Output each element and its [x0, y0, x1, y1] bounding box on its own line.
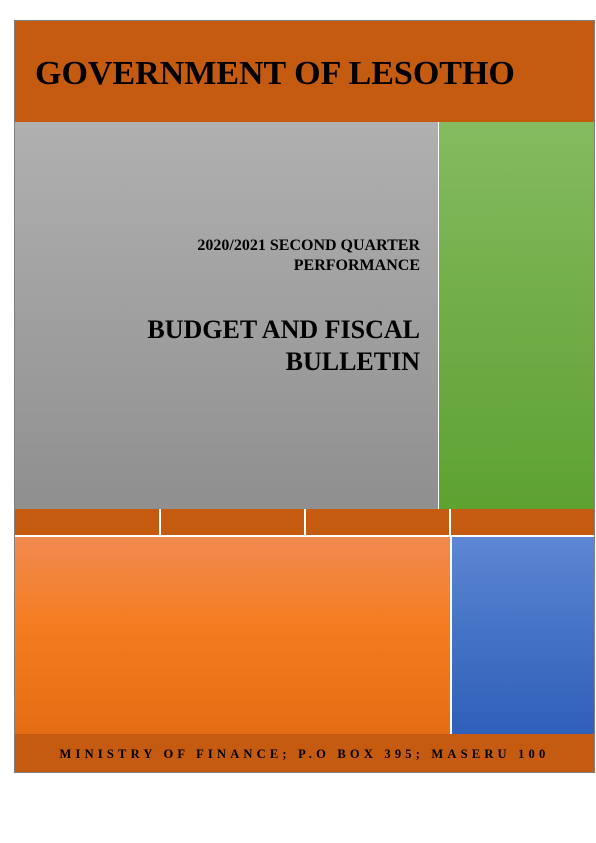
title-panel: 2020/2021 SECOND QUARTER PERFORMANCE BUD… — [15, 122, 438, 509]
title-line-2: BULLETIN — [285, 347, 420, 376]
strip-cell — [15, 509, 159, 535]
government-title: GOVERNMENT OF LESOTHO — [35, 55, 515, 92]
ministry-address: MINISTRY OF FINANCE; P.O BOX 395; MASERU… — [59, 746, 550, 761]
subtitle-line-2: PERFORMANCE — [293, 257, 420, 274]
title-line-1: BUDGET AND FISCAL — [147, 315, 420, 344]
divider-strip — [15, 509, 594, 535]
report-title: BUDGET AND FISCAL BULLETIN — [147, 314, 420, 378]
subtitle-line-1: 2020/2021 SECOND QUARTER — [197, 237, 420, 254]
report-cover: GOVERNMENT OF LESOTHO 2020/2021 SECOND Q… — [14, 20, 595, 773]
report-subtitle: 2020/2021 SECOND QUARTER PERFORMANCE — [197, 236, 420, 276]
strip-cell — [161, 509, 304, 535]
blue-accent-panel — [452, 537, 594, 734]
green-accent-panel — [439, 122, 594, 509]
orange-accent-panel — [15, 537, 450, 734]
footer-band: MINISTRY OF FINANCE; P.O BOX 395; MASERU… — [15, 734, 594, 772]
header-band: GOVERNMENT OF LESOTHO — [15, 21, 594, 122]
strip-cell — [306, 509, 449, 535]
strip-cell — [451, 509, 594, 535]
